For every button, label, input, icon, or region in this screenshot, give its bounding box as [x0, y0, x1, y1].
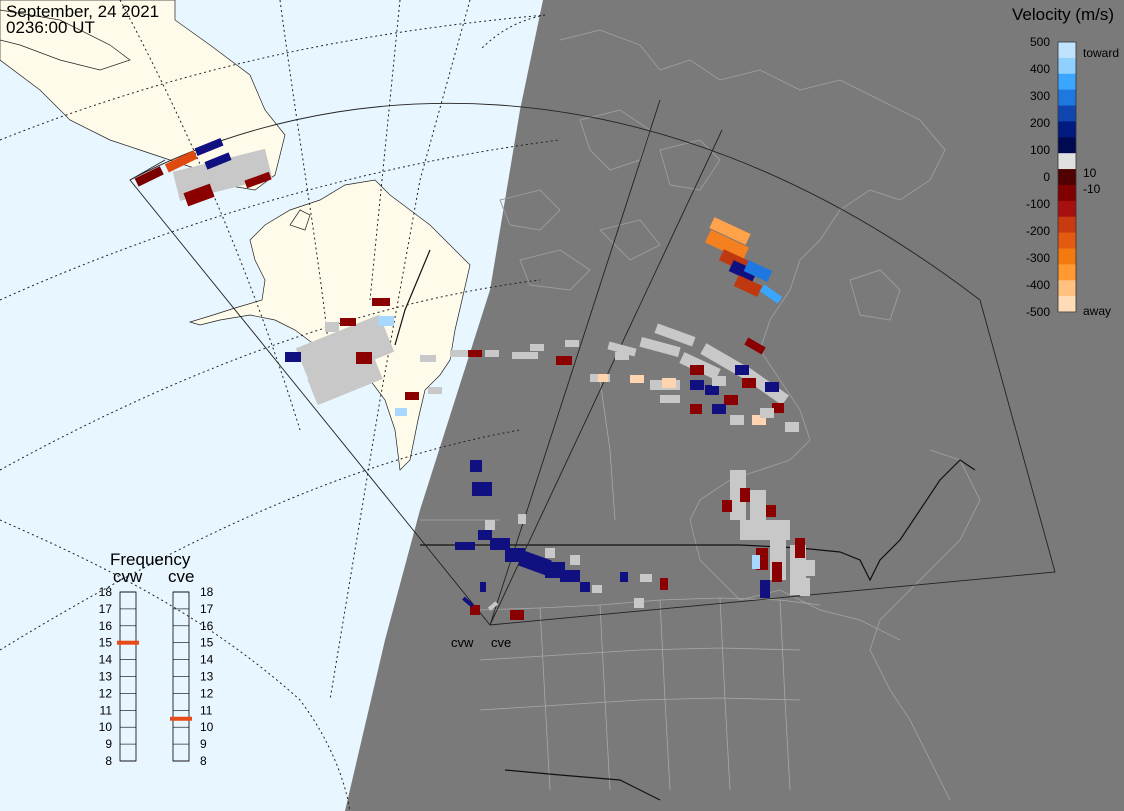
- frequency-title: Frequency: [110, 550, 191, 569]
- frequency-tick: 8: [200, 754, 207, 768]
- frequency-tick: 14: [99, 653, 113, 667]
- frequency-tick: 15: [200, 636, 214, 650]
- velocity-color-segment: [1058, 248, 1076, 265]
- velocity-color-segment: [1058, 169, 1076, 186]
- frequency-scale-cve: 18 17 16 15 14 13 12 11 10 9 8: [170, 585, 214, 768]
- frequency-legend: Frequency cvw cve 18 17 16 15 14 13 12 11 10 9 8 1…: [99, 550, 214, 768]
- velocity-inner-minus: -10: [1083, 182, 1101, 196]
- velocity-tick: -100: [1026, 197, 1050, 211]
- frequency-tick: 8: [105, 754, 112, 768]
- velocity-legend: Velocity (m/s) 500 400 300 200 100 0 -100 -200 -…: [1012, 5, 1119, 319]
- frequency-scale-cvw: 18 17 16 15 14 13 12 11 10 9 8: [99, 585, 139, 768]
- velocity-color-segment: [1058, 200, 1076, 218]
- velocity-tick: 500: [1030, 35, 1050, 49]
- velocity-color-segment: [1058, 184, 1076, 202]
- frequency-tick: 13: [200, 670, 214, 684]
- frequency-tick: 13: [99, 670, 113, 684]
- political-borders: [420, 379, 821, 791]
- velocity-color-segment: [1058, 280, 1076, 297]
- velocity-tick-labels: 500 400 300 200 100 0 -100 -200 -300 -400 -500: [1026, 35, 1050, 319]
- velocity-inner-plus: 10: [1083, 166, 1097, 180]
- frequency-radar-cvw: cvw: [113, 567, 143, 586]
- velocity-colorbar-frame: [1057, 41, 1077, 313]
- velocity-color-segment: [1058, 57, 1076, 75]
- site-cvw-marker: [480, 621, 486, 627]
- velocity-tick: 400: [1030, 62, 1050, 76]
- frequency-tick: 11: [100, 703, 113, 717]
- velocity-legend-title: Velocity (m/s): [1012, 5, 1114, 24]
- frequency-tick: 16: [99, 619, 113, 633]
- velocity-color-segment: [1058, 89, 1076, 107]
- frequency-tick: 12: [200, 686, 214, 700]
- date-label: September, 24 2021: [6, 2, 159, 21]
- velocity-tick: 200: [1030, 116, 1050, 130]
- velocity-color-segment: [1058, 264, 1076, 281]
- velocity-tick: 0: [1043, 170, 1050, 184]
- frequency-marker: [117, 640, 139, 645]
- frequency-tick: 9: [105, 737, 112, 751]
- radar-sites: cvw cve: [451, 621, 511, 650]
- frequency-radar-cve: cve: [168, 567, 194, 586]
- velocity-color-segment: [1058, 232, 1076, 249]
- site-cve-label: cve: [491, 635, 511, 650]
- echoes-great-lakes: [722, 470, 815, 598]
- frequency-tick: 18: [200, 585, 214, 599]
- echoes-central-arc: [450, 323, 799, 432]
- frequency-tick: 15: [99, 636, 113, 650]
- velocity-tick: 100: [1030, 143, 1050, 157]
- velocity-tick: -500: [1026, 305, 1050, 319]
- frequency-tick: 11: [200, 703, 213, 717]
- velocity-color-segment: [1058, 121, 1076, 138]
- velocity-tick: -200: [1026, 224, 1050, 238]
- frequency-tick: 17: [200, 602, 214, 616]
- velocity-color-segment: [1058, 137, 1076, 154]
- frequency-tick: 16: [200, 619, 214, 633]
- frequency-tick: 17: [99, 602, 113, 616]
- international-border: [394, 249, 976, 801]
- time-label: 0236:00 UT: [6, 18, 95, 37]
- velocity-color-segment: [1058, 296, 1076, 313]
- echoes-hudson-bay: [705, 217, 783, 304]
- frequency-tick: 10: [99, 720, 113, 734]
- velocity-color-segment: [1058, 105, 1076, 122]
- velocity-color-segment: [1058, 73, 1076, 91]
- velocity-color-segment: [1058, 42, 1076, 59]
- velocity-color-segment: [1058, 153, 1076, 170]
- velocity-tick: 300: [1030, 89, 1050, 103]
- frequency-marker: [170, 716, 192, 721]
- frequency-tick: 18: [99, 585, 113, 599]
- velocity-tick: -400: [1026, 278, 1050, 292]
- echoes-gulf: [285, 298, 442, 416]
- echoes-alaska: [134, 138, 273, 207]
- velocity-toward-label: toward: [1083, 46, 1119, 60]
- echoes-near-radar: [455, 460, 668, 620]
- velocity-away-label: away: [1083, 304, 1111, 318]
- velocity-tick: -300: [1026, 251, 1050, 265]
- velocity-colorbar: [1057, 41, 1077, 313]
- frequency-tick: 14: [200, 653, 214, 667]
- frequency-tick: 9: [200, 737, 207, 751]
- lat-lon-grid: [0, 0, 561, 811]
- velocity-color-segment: [1058, 216, 1076, 234]
- frequency-tick: 10: [200, 720, 214, 734]
- frequency-tick: 12: [99, 686, 113, 700]
- site-cvw-label: cvw: [451, 635, 474, 650]
